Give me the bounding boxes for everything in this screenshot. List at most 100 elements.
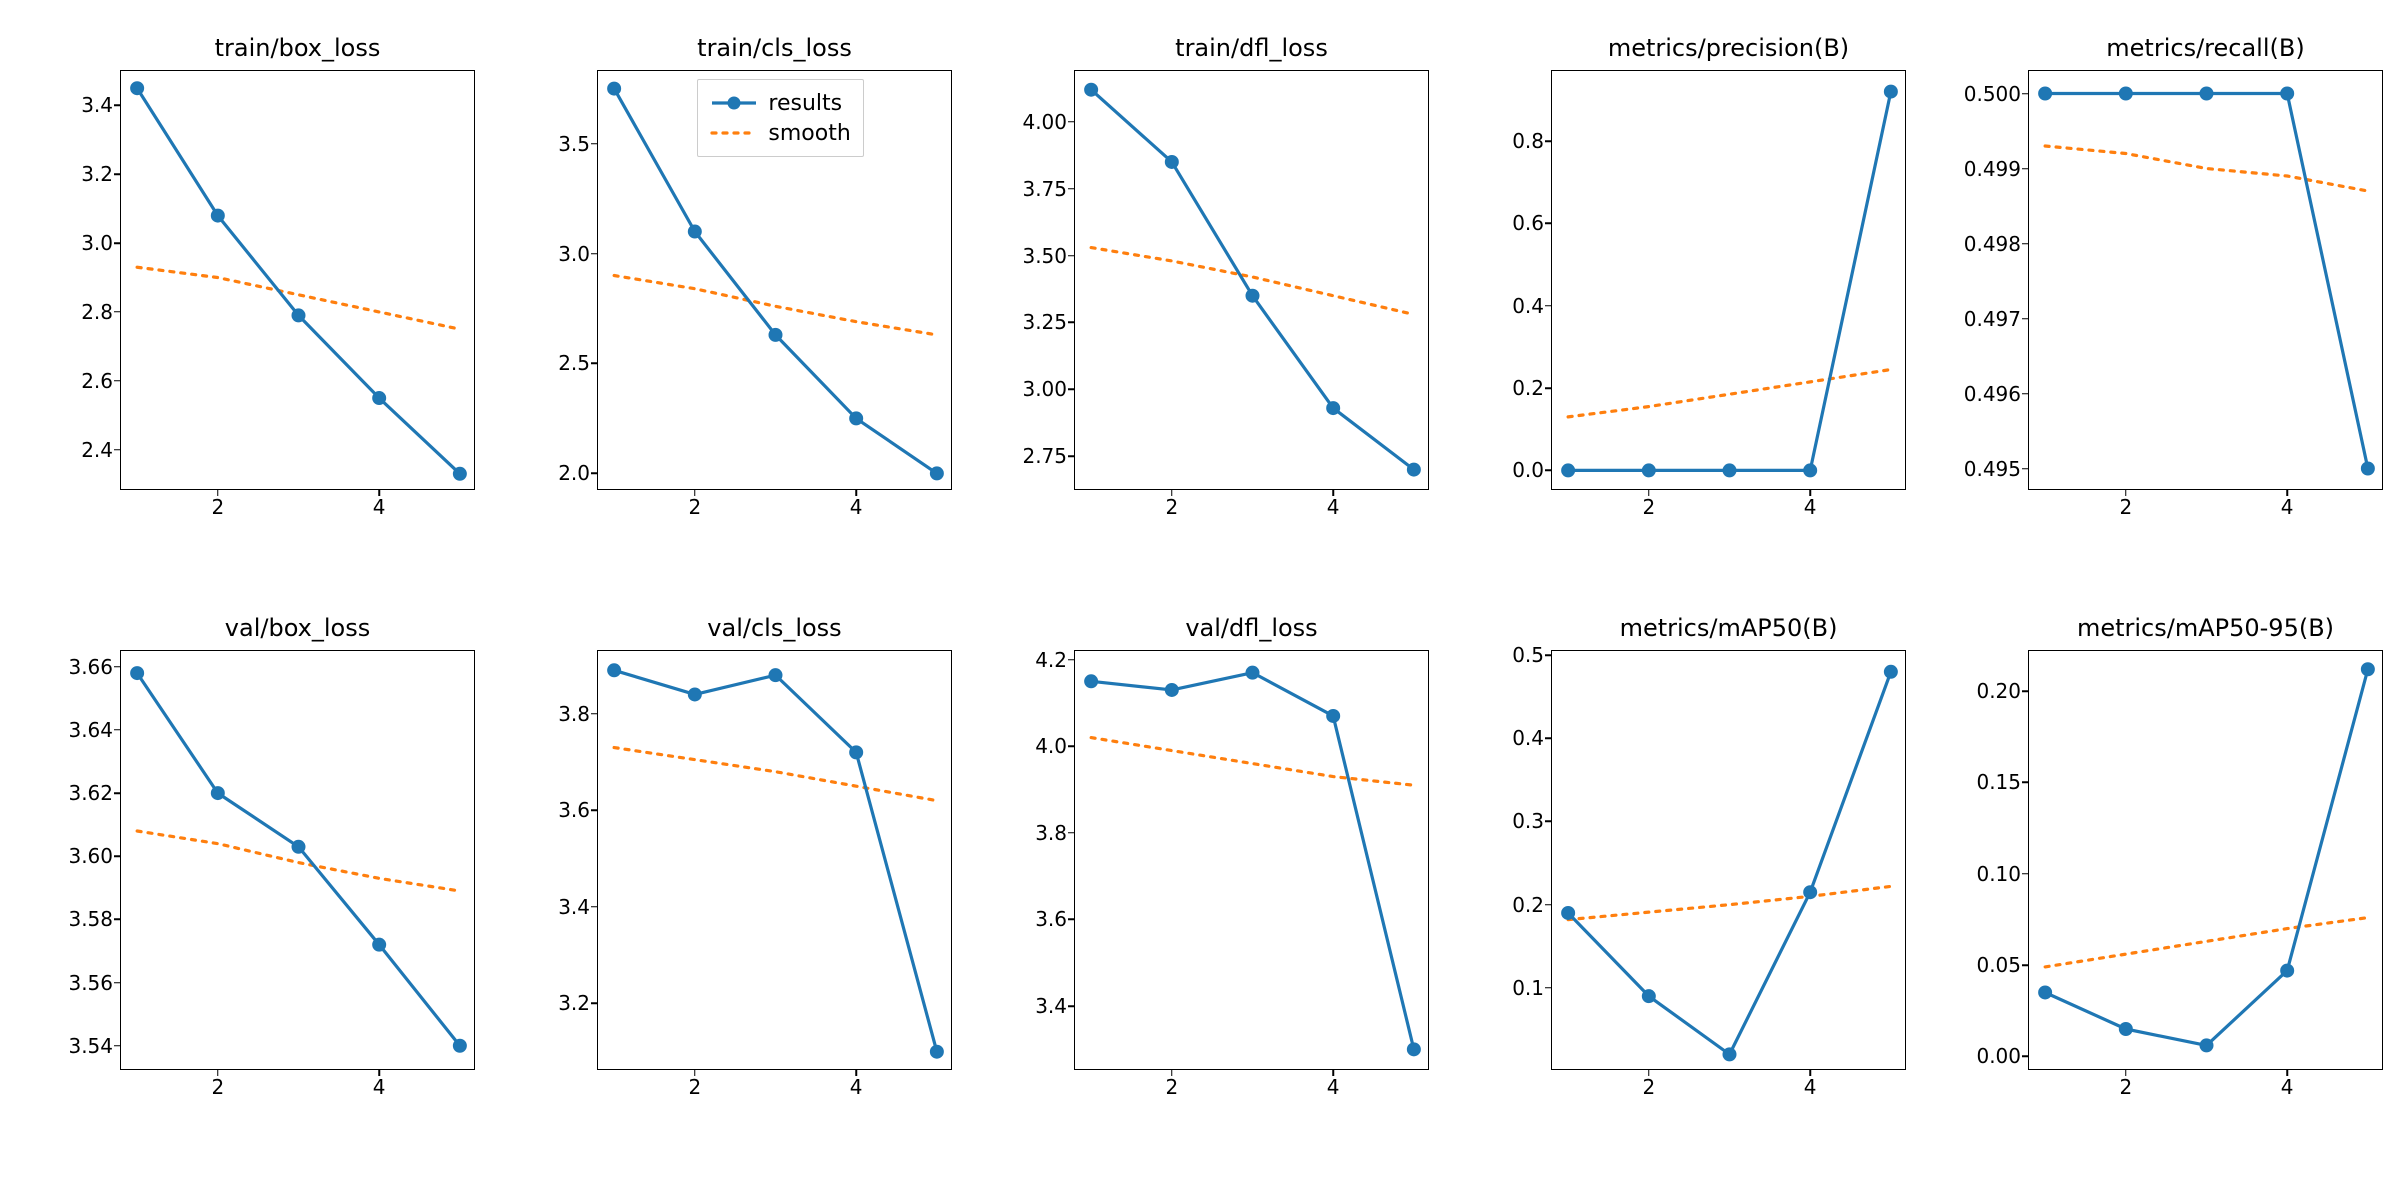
ytick-mark — [591, 363, 598, 365]
results-marker — [850, 412, 863, 425]
ytick-mark — [1068, 322, 1075, 324]
ytick-mark — [2022, 690, 2029, 692]
ytick-mark — [1545, 305, 1552, 307]
results-marker — [1407, 463, 1420, 476]
results-marker — [1562, 906, 1575, 919]
ytick-mark — [114, 242, 121, 244]
results-marker — [211, 209, 224, 222]
chart-panel-7: val/dfl_loss3.43.63.84.04.224 — [1074, 650, 1429, 1070]
results-marker — [1884, 85, 1897, 98]
plot-area: 2.42.62.83.03.23.424 — [120, 70, 475, 490]
results-marker — [2281, 87, 2294, 100]
chart-panel-2: train/dfl_loss2.753.003.253.503.754.0024 — [1074, 70, 1429, 490]
series-svg — [598, 651, 953, 1071]
xtick-label: 4 — [850, 495, 863, 519]
ytick-mark — [114, 1045, 121, 1047]
chart-title: metrics/mAP50-95(B) — [2028, 614, 2383, 642]
results-marker — [1327, 402, 1340, 415]
ytick-mark — [1545, 821, 1552, 823]
ytick-label: 2.5 — [558, 351, 590, 375]
xtick-label: 2 — [688, 495, 701, 519]
legend-label: smooth — [768, 121, 850, 146]
ytick-label: 3.5 — [558, 132, 590, 156]
results-marker — [2119, 1023, 2132, 1036]
results-marker — [1165, 155, 1178, 168]
ytick-mark — [1068, 121, 1075, 123]
results-marker — [688, 688, 701, 701]
results-marker — [2361, 462, 2374, 475]
plot-area: 2.753.003.253.503.754.0024 — [1074, 70, 1429, 490]
results-marker — [2281, 964, 2294, 977]
ytick-mark — [1545, 470, 1552, 472]
ytick-label: 0.20 — [1976, 679, 2021, 703]
series-svg — [2029, 651, 2384, 1071]
results-marker — [373, 392, 386, 405]
ytick-mark — [2022, 1056, 2029, 1058]
ytick-label: 3.25 — [1022, 310, 1067, 334]
chart-panel-0: train/box_loss2.42.62.83.03.23.424 — [120, 70, 475, 490]
xtick-label: 2 — [1642, 1075, 1655, 1099]
xtick-label: 4 — [1804, 1075, 1817, 1099]
ytick-label: 0.10 — [1976, 862, 2021, 886]
results-marker — [1723, 464, 1736, 477]
ytick-mark — [1545, 904, 1552, 906]
ytick-label: 3.8 — [558, 702, 590, 726]
ytick-mark — [1545, 738, 1552, 740]
results-marker — [2361, 663, 2374, 676]
ytick-mark — [114, 919, 121, 921]
results-marker — [453, 1039, 466, 1052]
results-marker — [930, 1045, 943, 1058]
ytick-mark — [2022, 468, 2029, 470]
ytick-mark — [591, 713, 598, 715]
smooth-line — [1568, 370, 1891, 417]
xtick-label: 2 — [211, 495, 224, 519]
chart-title: val/box_loss — [120, 614, 475, 642]
chart-panel-3: metrics/precision(B)0.00.20.40.60.824 — [1551, 70, 1906, 490]
ytick-label: 0.05 — [1976, 953, 2021, 977]
series-svg — [1075, 651, 1430, 1071]
ytick-label: 3.56 — [68, 971, 113, 995]
ytick-mark — [591, 1003, 598, 1005]
results-marker — [850, 746, 863, 759]
series-svg — [1552, 71, 1907, 491]
ytick-mark — [114, 449, 121, 451]
ytick-mark — [591, 906, 598, 908]
ytick-mark — [1068, 746, 1075, 748]
ytick-label: 4.00 — [1022, 110, 1067, 134]
results-marker — [373, 938, 386, 951]
plot-area: 2.02.53.03.524resultssmooth — [597, 70, 952, 490]
ytick-mark — [114, 311, 121, 313]
results-marker — [930, 467, 943, 480]
results-marker — [1804, 886, 1817, 899]
ytick-label: 0.0 — [1512, 458, 1544, 482]
results-marker — [131, 82, 144, 95]
results-marker — [2119, 87, 2132, 100]
results-marker — [453, 467, 466, 480]
ytick-mark — [1545, 987, 1552, 989]
ytick-label: 3.4 — [558, 895, 590, 919]
ytick-label: 2.8 — [81, 300, 113, 324]
ytick-mark — [1545, 140, 1552, 142]
results-marker — [608, 82, 621, 95]
results-marker — [211, 787, 224, 800]
ytick-mark — [1545, 387, 1552, 389]
plot-area: 3.23.43.63.824 — [597, 650, 952, 1070]
ytick-label: 3.75 — [1022, 177, 1067, 201]
ytick-label: 3.6 — [558, 798, 590, 822]
ytick-mark — [2022, 318, 2029, 320]
smooth-line — [1091, 248, 1414, 315]
results-marker — [2200, 1039, 2213, 1052]
chart-panel-8: metrics/mAP50(B)0.10.20.30.40.524 — [1551, 650, 1906, 1070]
ytick-mark — [2022, 873, 2029, 875]
results-line — [1568, 92, 1891, 471]
ytick-mark — [2022, 243, 2029, 245]
results-marker — [769, 328, 782, 341]
plot-area: 3.43.63.84.04.224 — [1074, 650, 1429, 1070]
xtick-label: 2 — [2119, 495, 2132, 519]
ytick-label: 3.0 — [558, 242, 590, 266]
series-svg — [1552, 651, 1907, 1071]
results-marker — [2200, 87, 2213, 100]
ytick-label: 0.4 — [1512, 726, 1544, 750]
ytick-label: 0.2 — [1512, 893, 1544, 917]
ytick-label: 3.2 — [81, 162, 113, 186]
